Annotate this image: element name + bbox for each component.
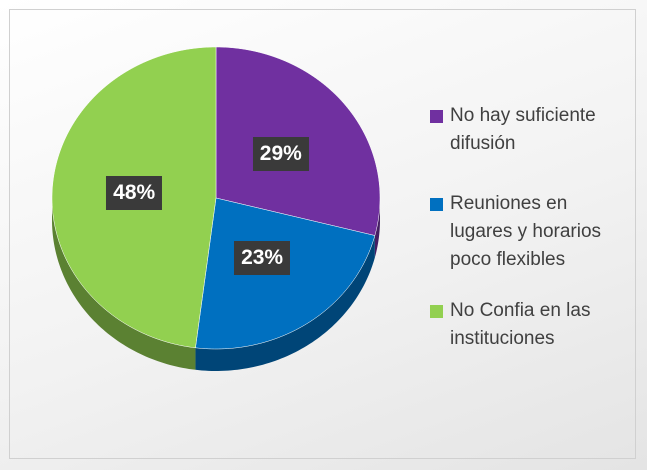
- data-label: 48%: [106, 176, 163, 211]
- data-label: 29%: [252, 136, 309, 171]
- slice-side: [52, 198, 196, 370]
- legend-item: Reuniones en lugares y horarios poco fle…: [430, 190, 630, 274]
- data-label: 23%: [234, 240, 291, 275]
- legend-swatch: [430, 110, 443, 123]
- legend-item: No Confia en las instituciones: [430, 297, 630, 353]
- slice-side: [374, 198, 380, 258]
- legend-swatch: [430, 198, 443, 211]
- slice-side: [195, 235, 375, 371]
- legend-label: Reuniones en lugares y horarios poco fle…: [450, 193, 602, 270]
- chart-frame: [9, 9, 636, 459]
- legend-swatch: [430, 305, 443, 318]
- legend-label: No hay suficiente difusión: [450, 105, 596, 154]
- legend-label: No Confia en las instituciones: [450, 300, 591, 349]
- legend-item: No hay suficiente difusión: [430, 102, 630, 158]
